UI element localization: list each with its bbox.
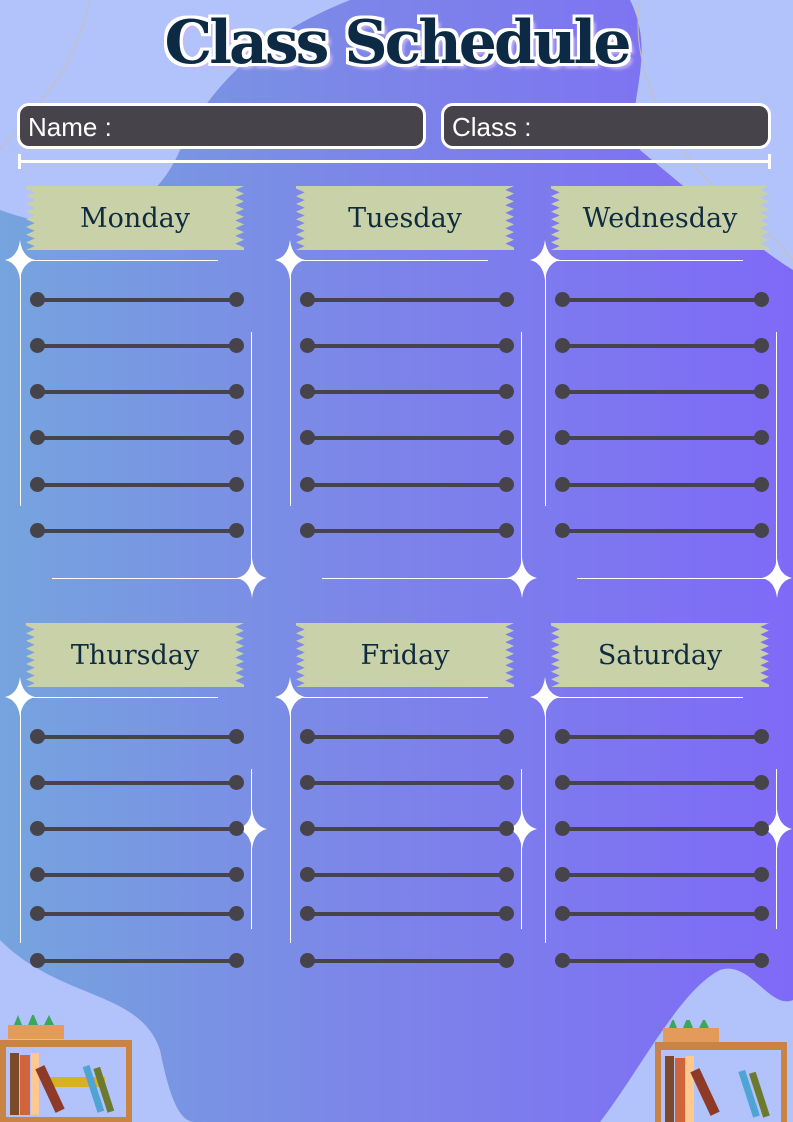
- frame-line: [521, 769, 522, 929]
- class-entry-line[interactable]: [30, 906, 244, 921]
- frame-line: [577, 578, 777, 579]
- sparkle-icon: [507, 558, 537, 598]
- day-block-wednesday: Wednesday: [530, 186, 793, 598]
- frame-line: [20, 260, 21, 506]
- frame-line: [290, 697, 291, 943]
- class-entry-line[interactable]: [300, 775, 514, 790]
- class-entry-line[interactable]: [30, 867, 244, 882]
- class-entry-line[interactable]: [300, 384, 514, 399]
- day-block-monday: Monday: [5, 186, 278, 598]
- class-entry-line[interactable]: [300, 430, 514, 445]
- sparkle-icon: [237, 809, 267, 849]
- class-entry-line[interactable]: [30, 292, 244, 307]
- class-entry-line[interactable]: [30, 775, 244, 790]
- sparkle-icon: [530, 677, 560, 717]
- frame-line: [521, 332, 522, 578]
- class-entry-line[interactable]: [300, 867, 514, 882]
- sparkle-icon: [275, 240, 305, 280]
- day-block-tuesday: Tuesday: [275, 186, 548, 598]
- sparkle-icon: [5, 240, 35, 280]
- class-entry-line[interactable]: [30, 477, 244, 492]
- sparkle-icon: [237, 558, 267, 598]
- class-entry-line[interactable]: [555, 292, 769, 307]
- class-field[interactable]: Class :: [441, 103, 771, 149]
- frame-line: [251, 332, 252, 578]
- frame-line: [18, 260, 218, 261]
- class-entry-line[interactable]: [555, 338, 769, 353]
- frame-line: [776, 769, 777, 929]
- class-entry-line[interactable]: [300, 906, 514, 921]
- frame-line: [18, 697, 218, 698]
- name-label: Name :: [28, 112, 112, 142]
- class-entry-line[interactable]: [30, 821, 244, 836]
- day-block-thursday: Thursday: [5, 623, 278, 1023]
- class-entry-line[interactable]: [555, 867, 769, 882]
- day-block-friday: Friday: [275, 623, 548, 1023]
- class-entry-line[interactable]: [300, 729, 514, 744]
- frame-line: [543, 260, 743, 261]
- day-label: Monday: [26, 186, 244, 250]
- class-entry-line[interactable]: [300, 292, 514, 307]
- class-entry-line[interactable]: [555, 384, 769, 399]
- class-entry-line[interactable]: [555, 729, 769, 744]
- class-entry-line[interactable]: [30, 523, 244, 538]
- class-entry-line[interactable]: [555, 906, 769, 921]
- class-entry-line[interactable]: [30, 430, 244, 445]
- class-entry-line[interactable]: [555, 430, 769, 445]
- day-label: Wednesday: [551, 186, 769, 250]
- frame-line: [322, 578, 522, 579]
- class-entry-line[interactable]: [555, 953, 769, 968]
- frame-line: [545, 697, 546, 943]
- class-entry-line[interactable]: [300, 523, 514, 538]
- class-entry-line[interactable]: [300, 953, 514, 968]
- day-label: Thursday: [26, 623, 244, 687]
- frame-line: [543, 697, 743, 698]
- sparkle-icon: [275, 677, 305, 717]
- frame-line: [776, 332, 777, 578]
- sparkle-icon: [762, 809, 792, 849]
- class-entry-line[interactable]: [555, 523, 769, 538]
- bookshelf-left-icon: [0, 1015, 132, 1122]
- class-entry-line[interactable]: [30, 729, 244, 744]
- class-entry-line[interactable]: [555, 477, 769, 492]
- day-block-saturday: Saturday: [530, 623, 793, 1023]
- class-entry-line[interactable]: [555, 775, 769, 790]
- frame-line: [288, 260, 488, 261]
- frame-line: [288, 697, 488, 698]
- divider: [18, 154, 771, 169]
- frame-line: [545, 260, 546, 506]
- class-label: Class :: [452, 112, 532, 142]
- name-field[interactable]: Name :: [17, 103, 426, 149]
- class-entry-line[interactable]: [300, 338, 514, 353]
- sparkle-icon: [5, 677, 35, 717]
- class-entry-line[interactable]: [30, 338, 244, 353]
- class-entry-line[interactable]: [555, 821, 769, 836]
- day-label: Friday: [296, 623, 514, 687]
- frame-line: [52, 578, 252, 579]
- page-title: Class Schedule: [164, 8, 631, 78]
- frame-line: [251, 769, 252, 929]
- class-entry-line[interactable]: [30, 384, 244, 399]
- frame-line: [290, 260, 291, 506]
- class-entry-line[interactable]: [300, 477, 514, 492]
- sparkle-icon: [762, 558, 792, 598]
- bookshelf-right-icon: [655, 1020, 787, 1122]
- day-label: Tuesday: [296, 186, 514, 250]
- class-entry-line[interactable]: [300, 821, 514, 836]
- sparkle-icon: [507, 809, 537, 849]
- day-label: Saturday: [551, 623, 769, 687]
- class-entry-line[interactable]: [30, 953, 244, 968]
- sparkle-icon: [530, 240, 560, 280]
- frame-line: [20, 697, 21, 943]
